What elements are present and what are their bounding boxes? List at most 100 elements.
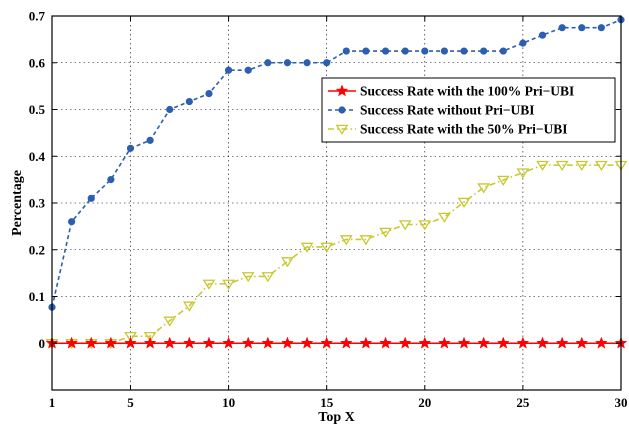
legend-label: Success Rate without Pri−UBI (360, 103, 535, 118)
data-point-star (575, 336, 589, 349)
data-point-circle (205, 90, 213, 98)
data-point-triangle (202, 279, 216, 290)
data-point-triangle (418, 220, 432, 231)
data-point-triangle (261, 272, 275, 283)
legend-item: Success Rate with the 100% Pri−UBI (328, 84, 574, 99)
data-point-star (594, 336, 608, 349)
y-tick-label: 0.5 (29, 102, 46, 117)
legend: Success Rate with the 100% Pri−UBI Succes… (321, 77, 616, 143)
data-point-circle (244, 66, 252, 74)
x-tick-label: 30 (615, 395, 628, 410)
y-tick-label: 0.4 (29, 149, 46, 164)
data-point-triangle (339, 235, 353, 246)
data-point-triangle (281, 257, 294, 268)
data-point-star (241, 336, 255, 349)
legend-label: Success Rate with the 50% Pri−UBI (360, 122, 568, 137)
series-triangle-down (45, 160, 628, 350)
legend-box (321, 77, 616, 143)
data-point-star (163, 336, 177, 349)
data-point-star (496, 336, 510, 349)
data-point-star (84, 336, 98, 349)
y-tick-label: 0.1 (29, 289, 45, 304)
data-point-circle (480, 47, 488, 55)
data-point-star (281, 336, 294, 349)
grid (52, 16, 621, 390)
data-point-star (124, 336, 137, 349)
data-point-star (398, 336, 412, 349)
data-point-circle (146, 136, 154, 144)
data-point-triangle (379, 227, 392, 238)
data-point-circle (87, 194, 95, 202)
data-point-star (516, 336, 530, 349)
data-point-star (335, 84, 349, 97)
data-point-triangle (595, 160, 608, 172)
data-point-triangle (182, 301, 196, 312)
data-point-circle (362, 47, 370, 55)
legend-items: Success Rate with the 100% Pri−UBI Succes… (328, 84, 574, 137)
data-point-star (457, 336, 471, 349)
data-point-triangle (438, 212, 451, 223)
data-point-circle (499, 47, 507, 55)
data-point-star (359, 336, 373, 349)
data-point-triangle (496, 175, 510, 186)
data-point-circle (126, 144, 135, 152)
data-point-star (477, 336, 491, 349)
data-point-triangle (320, 242, 334, 253)
data-point-circle (323, 59, 331, 67)
legend-item: Success Rate with the 50% Pri−UBI (328, 122, 568, 137)
x-axis-title: Top X (318, 410, 354, 425)
data-point-circle (558, 24, 566, 32)
data-point-star (536, 336, 549, 349)
data-point-circle (597, 24, 605, 32)
y-axis-title: Percentage (10, 170, 25, 236)
data-point-star (300, 336, 314, 349)
data-point-star (320, 336, 334, 349)
x-tick-label: 1 (49, 395, 56, 410)
y-tick-label: 0.2 (29, 242, 45, 257)
series-circle (48, 16, 625, 311)
data-point-triangle (143, 331, 157, 343)
data-point-circle (381, 47, 390, 55)
data-point-circle (401, 47, 409, 55)
data-point-star (339, 336, 353, 349)
data-point-triangle (516, 168, 530, 179)
legend-item: Success Rate without Pri−UBI (328, 103, 535, 118)
data-point-triangle (359, 235, 373, 246)
x-tick-label: 10 (222, 395, 235, 410)
data-point-star (65, 336, 79, 349)
data-point-star (555, 336, 569, 349)
data-point-circle (421, 47, 429, 55)
data-point-triangle (222, 279, 235, 290)
series-star (45, 336, 628, 349)
series-line (52, 164, 621, 345)
data-point-circle (185, 97, 193, 106)
data-point-triangle (124, 331, 137, 343)
data-point-triangle (163, 316, 177, 327)
data-point-circle (440, 47, 449, 55)
y-tick-label: 0.3 (29, 196, 46, 211)
y-tick-label: 0.6 (29, 55, 46, 70)
data-point-circle (224, 66, 233, 74)
legend-label: Success Rate with the 100% Pri−UBI (360, 84, 574, 99)
data-point-circle (68, 218, 76, 226)
data-point-triangle (457, 197, 471, 208)
data-point-circle (578, 24, 586, 32)
data-point-triangle (477, 183, 491, 194)
data-point-triangle (300, 242, 314, 253)
data-point-star (202, 336, 216, 349)
data-point-circle (519, 39, 527, 47)
series-layer (45, 16, 628, 350)
data-point-star (104, 336, 118, 349)
data-point-circle (283, 59, 292, 67)
data-point-circle (338, 106, 346, 114)
data-point-triangle (398, 220, 412, 231)
data-point-triangle (575, 160, 589, 172)
data-point-star (143, 336, 157, 349)
data-point-triangle (335, 124, 349, 135)
data-point-circle (303, 59, 311, 67)
x-tick-label: 20 (418, 395, 431, 410)
data-point-circle (460, 47, 468, 55)
